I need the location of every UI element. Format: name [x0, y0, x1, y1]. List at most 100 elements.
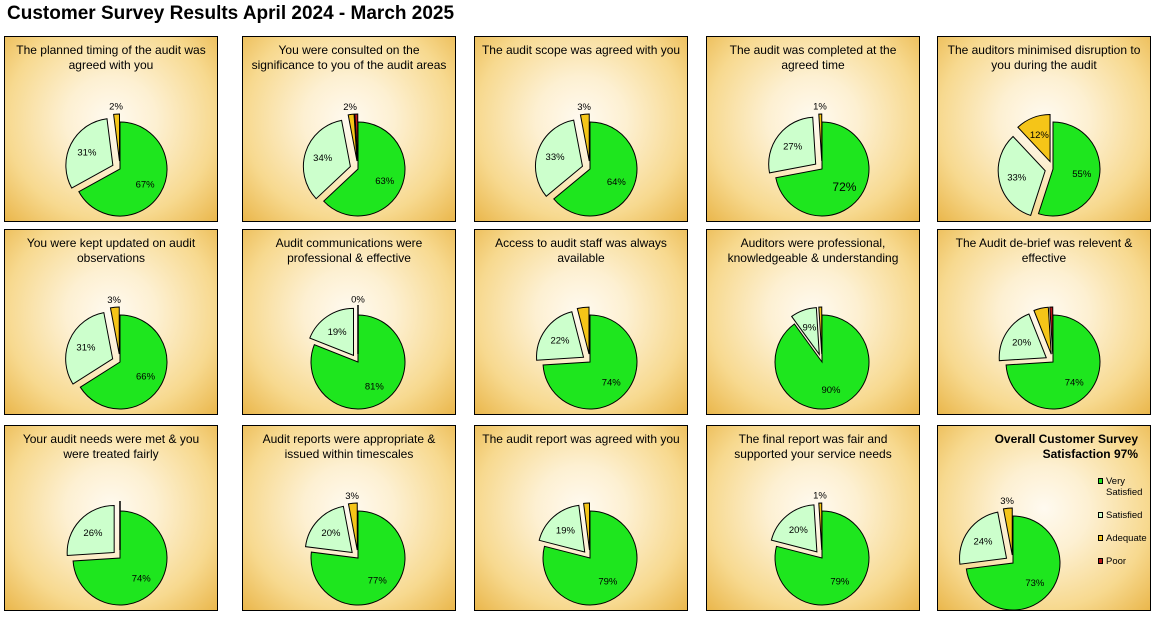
- chart-title: Overall Customer Survey Satisfaction 97%: [994, 432, 1138, 461]
- pie-slice-satisfied: [768, 116, 817, 174]
- pie-slice-satisfied: [997, 135, 1046, 217]
- pie-slice-satisfied: [538, 504, 586, 553]
- chart-panel-2: You were consulted on the significance t…: [242, 36, 456, 222]
- chart-legend: Very Satisfied Satisfied Adequate Poor: [1098, 476, 1150, 579]
- pie-slice-satisfied: [304, 505, 353, 554]
- legend-label: Very Satisfied: [1106, 476, 1143, 498]
- pie-chart: 66% 31% 3%: [65, 295, 168, 410]
- data-label: 74%: [132, 573, 152, 584]
- data-label: 66%: [136, 372, 156, 383]
- pie-slice-very-satisfied: [72, 510, 168, 606]
- data-label: 33%: [546, 152, 566, 163]
- pie-slice-satisfied: [790, 307, 820, 357]
- data-label: 74%: [1065, 377, 1085, 388]
- chart-title: Access to audit staff was always availab…: [495, 236, 667, 265]
- data-label: 26%: [83, 528, 103, 539]
- chart-title: Your audit needs were met & you were tre…: [22, 432, 200, 461]
- legend-label: Poor: [1106, 556, 1127, 567]
- data-label: 79%: [830, 577, 850, 588]
- pie-chart: 77% 20% 3%: [304, 491, 406, 606]
- pie-slice-poor: [1049, 306, 1054, 355]
- pie-slice-poor: [354, 113, 359, 162]
- legend-item-satisfied: Satisfied: [1098, 510, 1150, 521]
- pie-slice-very-satisfied: [775, 121, 870, 217]
- data-label: 72%: [832, 180, 856, 194]
- pie-slice-adequate: [113, 113, 120, 162]
- data-label: 20%: [789, 525, 809, 536]
- pie-chart: 74% 26%: [66, 501, 168, 606]
- pie-slice-adequate: [579, 113, 590, 162]
- chart-title: The audit was completed at the agreed ti…: [729, 43, 897, 72]
- chart-title: Audit reports were appropriate & issued …: [262, 432, 436, 461]
- data-label: 2%: [343, 102, 357, 113]
- data-label: 67%: [136, 179, 156, 190]
- pie-slice-satisfied: [536, 311, 585, 361]
- pie-slice-adequate: [818, 502, 823, 551]
- data-label: 2%: [109, 102, 123, 113]
- chart-panel-3: The audit scope was agreed with you 64% 33…: [474, 36, 688, 222]
- pie-slice-satisfied: [998, 313, 1047, 362]
- pie-slice-adequate: [1017, 114, 1051, 163]
- pie-chart: 90% 9%: [774, 306, 870, 410]
- pie-chart: 63% 34% 2%: [302, 102, 406, 217]
- pie-slice-very-satisfied: [323, 121, 406, 217]
- pie-slice-adequate: [818, 113, 823, 162]
- chart-title: You were consulted on the significance t…: [251, 43, 447, 72]
- chart-title: The final report was fair and supported …: [734, 432, 892, 461]
- pie-slice-satisfied: [302, 119, 351, 200]
- pie-slice-very-satisfied: [774, 314, 870, 410]
- pie-chart: 73% 24% 3%: [959, 496, 1061, 610]
- pie-slice-very-satisfied: [1005, 314, 1101, 410]
- chart-panel-7: Audit communications were professional &…: [242, 229, 456, 415]
- pie-chart: 72% 27% 1%: [768, 102, 870, 217]
- legend-item-very-satisfied: Very Satisfied: [1098, 476, 1150, 498]
- pie-slice-very-satisfied: [542, 314, 638, 410]
- pie-slice-satisfied: [770, 504, 818, 553]
- data-label: 34%: [313, 153, 333, 164]
- legend-item-adequate: Adequate: [1098, 533, 1150, 544]
- chart-panel-4: The audit was completed at the agreed ti…: [706, 36, 920, 222]
- pie-slice-satisfied: [309, 307, 355, 357]
- chart-title: Auditors were professional, knowledgeabl…: [727, 236, 899, 265]
- chart-title: The auditors minimised disruption to you…: [947, 43, 1141, 72]
- data-label: 64%: [607, 177, 627, 188]
- data-label: 55%: [1072, 169, 1092, 180]
- legend-swatch: [1098, 512, 1103, 518]
- data-label: 19%: [328, 327, 348, 338]
- pie-slice-very-satisfied: [553, 121, 638, 217]
- chart-panel-11: Your audit needs were met & you were tre…: [4, 425, 218, 611]
- pie-slice-adequate: [1002, 507, 1013, 556]
- chart-panel-12: Audit reports were appropriate & issued …: [242, 425, 456, 611]
- chart-panel-15: Overall Customer Survey Satisfaction 97%…: [937, 425, 1151, 611]
- data-label: 79%: [598, 577, 618, 588]
- pie-slice-satisfied: [534, 119, 584, 197]
- legend-item-poor: Poor: [1098, 556, 1150, 567]
- data-label: 3%: [345, 491, 359, 502]
- data-label: 9%: [803, 323, 817, 334]
- pie-slice-adequate: [1033, 306, 1052, 355]
- pie-slice-very-satisfied: [542, 510, 638, 606]
- pie-slice-very-satisfied: [774, 510, 870, 606]
- pie-chart: 79% 19%: [538, 502, 638, 606]
- pie-slice-very-satisfied: [965, 515, 1061, 610]
- data-label: 12%: [1030, 130, 1050, 141]
- data-label: 31%: [77, 148, 97, 159]
- page-title: Customer Survey Results April 2024 - Mar…: [7, 3, 455, 24]
- data-label: 27%: [783, 142, 803, 153]
- data-label: 33%: [1007, 173, 1027, 184]
- legend-label: Adequate: [1106, 533, 1147, 544]
- pie-chart: 67% 31% 2%: [65, 102, 168, 217]
- data-label: 3%: [1000, 496, 1014, 507]
- pie-chart: 81% 19% 0%: [309, 295, 406, 410]
- pie-slice-very-satisfied: [1037, 121, 1101, 217]
- pie-slice-adequate: [818, 306, 823, 355]
- data-label: 19%: [556, 526, 576, 537]
- data-label: 20%: [1012, 338, 1032, 349]
- chart-panel-6: You were kept updated on audit observati…: [4, 229, 218, 415]
- pie-slice-adequate: [583, 502, 590, 551]
- pie-chart: 64% 33% 3%: [534, 102, 638, 217]
- chart-title: The audit report was agreed with you: [482, 432, 680, 446]
- legend-swatch: [1098, 478, 1103, 484]
- data-label: 77%: [368, 575, 388, 586]
- data-label: 22%: [550, 336, 570, 347]
